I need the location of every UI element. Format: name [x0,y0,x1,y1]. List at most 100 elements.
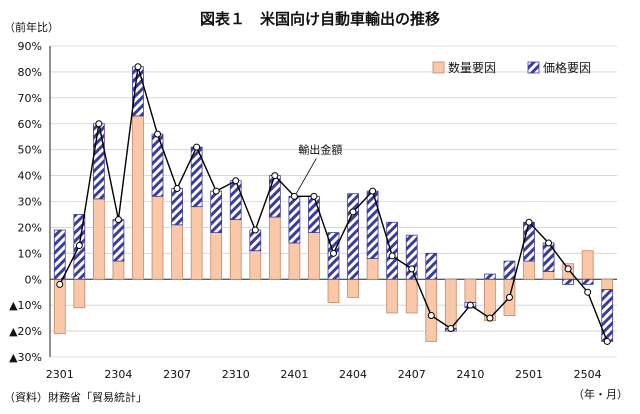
line-point [75,242,83,250]
bar-quantity [523,260,535,280]
x-tick-label: 2404 [339,368,367,381]
line-point [427,312,435,320]
bar-quantity [405,278,418,314]
line-point [193,143,201,151]
line-point [95,120,103,128]
x-tick-label: 2310 [222,368,250,381]
legend: 数量要因 価格要因 [432,60,591,75]
line-point [545,239,553,247]
bar-quantity [93,198,105,280]
legend-label-price: 価格要因 [543,60,591,75]
legend-swatch-quantity [432,61,445,74]
bar-price [581,278,594,285]
y-tick-label: 60% [18,118,42,131]
bar-quantity [190,206,203,280]
source-note: （資料）財務省「貿易統計」 [4,390,147,404]
line-point [388,252,396,260]
line-point [134,63,142,71]
bar-price [523,221,535,262]
bar-price [288,195,301,244]
bar-quantity [308,232,320,280]
bar-quantity [132,115,144,280]
bar-quantity [581,250,594,280]
y-tick-label: 20% [18,221,42,234]
line-point [330,249,337,257]
bar-quantity [73,278,86,309]
y-axis-ticks: 90% 80% 70% 60% 50% 40% 30% 20% 10% 0% ▲10% ▲20% ▲30… [9,40,42,364]
bar-quantity [210,232,223,280]
bar-price [112,219,125,262]
y-tick-label: ▲30% [9,351,42,364]
legend-swatch-price [527,61,540,74]
chart-title: 図表１ 米国向け自動車輸出の推移 [200,10,440,28]
bar-quantity [542,271,555,280]
bar-quantity [601,278,614,291]
line-series [56,63,611,345]
y-tick-label: ▲20% [9,325,42,338]
x-axis-ticks: 2301 2304 2307 2310 2401 2404 2407 2410 2501 2504 [46,368,602,381]
x-tick-label: 2304 [104,368,132,381]
bar-price [425,252,438,280]
y-tick-label: 40% [18,170,42,183]
bar-quantity [347,278,359,298]
bar-price [53,229,66,280]
line-point [564,265,572,273]
bar-quantity [112,260,125,280]
x-tick-label: 2307 [163,368,191,381]
bar-quantity [425,278,438,342]
bar-price [210,190,223,233]
line-point [584,288,592,296]
y-tick-label: 50% [18,144,42,157]
bar-quantity [249,250,262,280]
line-point [251,226,259,234]
x-tick-label: 2301 [46,368,74,381]
line-point [232,177,240,185]
y-tick-label: 70% [18,92,42,105]
bar-quantity [171,224,183,280]
x-tick-label: 2407 [398,368,426,381]
line-point [369,187,377,195]
x-tick-label: 2410 [456,368,484,381]
line-annotation: 輸出金額 [296,142,342,194]
bar-price [308,195,320,233]
line-point [290,192,298,200]
bar-series [53,66,614,342]
line-point [154,130,162,138]
bar-price [366,190,379,259]
annotation-leader [296,158,317,194]
x-tick-label: 2504 [574,368,602,381]
bar-price [386,221,399,280]
bar-quantity [151,195,164,280]
bar-price [405,234,418,280]
y-tick-label: 30% [18,196,42,209]
bar-quantity [268,216,281,280]
line-point [486,314,494,322]
bar-quantity [327,278,340,303]
bar-price [484,273,496,280]
annotation-label: 輸出金額 [298,142,342,156]
bar-quantity [464,278,477,303]
bar-price [562,278,574,285]
line-point [505,293,513,301]
line-point [349,208,357,216]
bar-price [347,193,359,280]
y-tick-label: 10% [18,247,42,260]
bar-quantity [366,258,379,280]
bar-quantity [288,242,301,280]
line-point [408,265,416,273]
line-point [603,337,611,345]
gridlines [49,45,617,358]
bar-price [229,180,242,221]
bar-quantity [444,278,457,329]
bar-price [93,123,105,200]
y-tick-label: ▲10% [9,299,42,312]
x-axis-unit-label: （年・月） [573,387,628,401]
line-point [56,280,64,288]
line-point [310,192,318,200]
y-axis-unit-label: （前年比） [4,20,59,34]
bar-price [268,175,281,218]
legend-label-quantity: 数量要因 [448,60,496,75]
bar-quantity [229,219,242,280]
bar-quantity [386,278,399,314]
line-point [212,187,220,195]
